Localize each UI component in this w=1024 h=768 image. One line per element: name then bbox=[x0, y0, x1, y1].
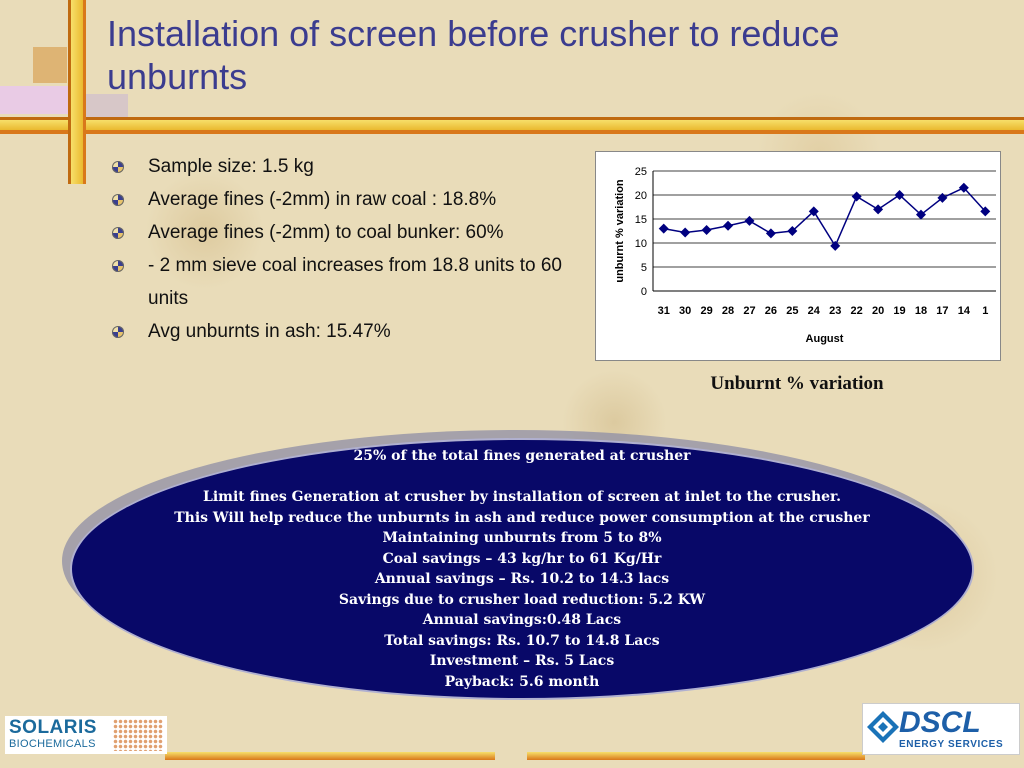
bullet-icon bbox=[112, 161, 124, 173]
data-point bbox=[937, 192, 948, 203]
data-point bbox=[744, 215, 755, 226]
callout-line: Total savings: Rs. 10.7 to 14.8 Lacs bbox=[384, 632, 660, 649]
callout-line: 25% of the total fines generated at crus… bbox=[353, 448, 691, 464]
dscl-logo: DSCL ENERGY SERVICES bbox=[862, 703, 1020, 755]
x-tick-label: 18 bbox=[915, 305, 927, 317]
bullet-icon bbox=[112, 227, 124, 239]
dot-grid-icon bbox=[113, 719, 163, 751]
x-tick-label: 29 bbox=[700, 305, 712, 317]
callout-line: Savings due to crusher load reduction: 5… bbox=[338, 591, 706, 608]
y-tick-label: 20 bbox=[635, 190, 647, 202]
logo-text: SOLARIS bbox=[9, 717, 97, 738]
x-tick-label: 20 bbox=[872, 305, 884, 317]
footer-bar-left bbox=[165, 752, 495, 760]
y-tick-label: 10 bbox=[635, 238, 647, 250]
data-point bbox=[787, 226, 798, 236]
callout-line: Limit fines Generation at crusher by ins… bbox=[202, 489, 841, 505]
data-point bbox=[915, 209, 926, 220]
bullet-item: Average fines (-2mm) in raw coal : 18.8% bbox=[112, 183, 602, 216]
decorative-square bbox=[0, 86, 68, 114]
x-tick-label: 28 bbox=[722, 305, 734, 317]
logo-subtext: ENERGY SERVICES bbox=[899, 739, 1004, 750]
data-point bbox=[658, 223, 669, 234]
x-tick-label: 25 bbox=[786, 305, 798, 317]
chart-svg: 0 5 10 15 20 25 31 30 29 28 27 26 25 24 23 22 20 19 18 17 14… bbox=[614, 166, 996, 345]
bullet-icon bbox=[112, 260, 124, 272]
chart-caption: Unburnt % variation bbox=[710, 373, 884, 394]
callout-line bbox=[70, 467, 974, 488]
y-tick-label: 5 bbox=[641, 262, 647, 274]
y-tick-label: 15 bbox=[635, 214, 647, 226]
decorative-square bbox=[33, 47, 67, 83]
x-tick-label: 23 bbox=[829, 305, 841, 317]
x-axis-label: August bbox=[806, 333, 844, 345]
bullet-list: Sample size: 1.5 kg Average fines (-2mm)… bbox=[112, 150, 602, 348]
data-point bbox=[873, 204, 884, 215]
y-tick-label: 0 bbox=[641, 286, 647, 298]
x-tick-label: 30 bbox=[679, 305, 691, 317]
bullet-item: Sample size: 1.5 kg bbox=[112, 150, 602, 183]
data-point bbox=[723, 220, 734, 231]
bullet-icon bbox=[112, 326, 124, 338]
logo-text: DSCL bbox=[899, 706, 981, 739]
x-tick-label: 27 bbox=[743, 305, 755, 317]
bullet-text: Average fines (-2mm) to coal bunker: 60% bbox=[148, 222, 504, 243]
data-point bbox=[680, 227, 691, 238]
callout-text: 25% of the total fines generated at crus… bbox=[70, 446, 974, 692]
callout-ellipse bbox=[70, 438, 974, 700]
bullet-text: - 2 mm sieve coal increases from 18.8 un… bbox=[148, 255, 562, 309]
decorative-square bbox=[86, 94, 128, 120]
solaris-logo: SOLARIS BIOCHEMICALS bbox=[5, 716, 167, 754]
callout-line: Investment – Rs. 5 Lacs bbox=[429, 653, 615, 669]
callout-line: Annual savings:0.48 Lacs bbox=[422, 612, 622, 628]
bullet-text: Sample size: 1.5 kg bbox=[148, 156, 314, 177]
callout-line: Payback: 5.6 month bbox=[444, 673, 600, 690]
unburnt-chart: 0 5 10 15 20 25 31 30 29 28 27 26 25 24 23 22 20 19 18 17 14… bbox=[595, 151, 1001, 361]
bullet-text: Avg unburnts in ash: 15.47% bbox=[148, 321, 391, 342]
y-axis-label: unburnt % variation bbox=[614, 179, 626, 283]
data-point bbox=[808, 206, 819, 217]
data-point bbox=[830, 240, 841, 251]
y-tick-label: 25 bbox=[635, 166, 647, 178]
logo-subtext: BIOCHEMICALS bbox=[9, 738, 96, 750]
footer-bar-right bbox=[527, 752, 865, 760]
bullet-text: Average fines (-2mm) in raw coal : 18.8% bbox=[148, 189, 497, 210]
callout-line: Coal savings – 43 kg/hr to 61 Kg/Hr bbox=[382, 550, 662, 567]
x-tick-label: 14 bbox=[958, 305, 971, 317]
bullet-item: Avg unburnts in ash: 15.47% bbox=[112, 315, 602, 348]
data-point bbox=[701, 225, 712, 236]
x-tick-label: 1 bbox=[982, 305, 988, 317]
diamond-logo-icon bbox=[867, 711, 899, 743]
data-point bbox=[958, 182, 969, 193]
x-tick-label: 24 bbox=[808, 305, 821, 317]
x-tick-label: 22 bbox=[851, 305, 863, 317]
bullet-item: - 2 mm sieve coal increases from 18.8 un… bbox=[112, 249, 602, 315]
slide-title: Installation of screen before crusher to… bbox=[107, 13, 840, 97]
bullet-icon bbox=[112, 194, 124, 206]
x-tick-label: 26 bbox=[765, 305, 777, 317]
x-tick-label: 19 bbox=[893, 305, 905, 317]
series-line bbox=[663, 186, 986, 248]
x-tick-label: 17 bbox=[936, 305, 948, 317]
data-point bbox=[851, 191, 862, 202]
callout-line: Maintaining unburnts from 5 to 8% bbox=[382, 530, 662, 546]
data-point bbox=[765, 228, 776, 239]
callout-line: Annual savings – Rs. 10.2 to 14.3 lacs bbox=[374, 571, 670, 587]
data-point bbox=[980, 206, 991, 217]
data-point bbox=[894, 190, 905, 200]
x-tick-label: 31 bbox=[658, 305, 670, 317]
callout-line: This Will help reduce the unburnts in as… bbox=[174, 509, 870, 526]
bullet-item: Average fines (-2mm) to coal bunker: 60% bbox=[112, 216, 602, 249]
